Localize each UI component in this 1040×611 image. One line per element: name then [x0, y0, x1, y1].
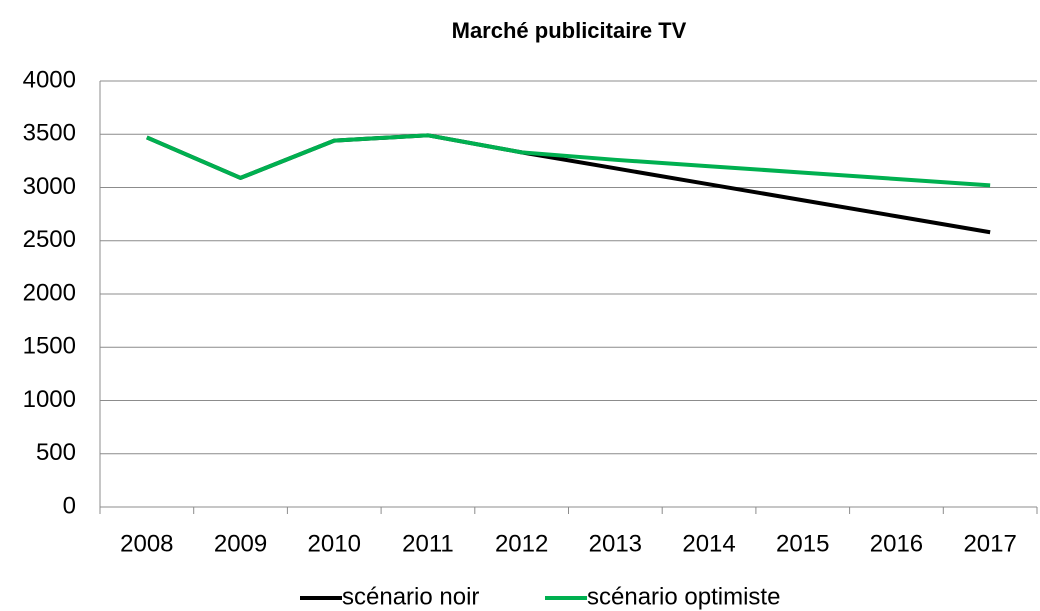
y-tick-label: 4000 — [23, 66, 76, 93]
x-tick-label: 2014 — [682, 530, 735, 557]
y-tick-label: 0 — [63, 492, 76, 519]
y-tick-label: 500 — [36, 439, 76, 466]
x-tick-label: 2017 — [963, 530, 1016, 557]
x-tick-label: 2008 — [120, 530, 173, 557]
series-line — [146, 133, 991, 235]
legend-label: scénario noir — [342, 583, 479, 610]
y-tick-label: 1500 — [23, 333, 76, 360]
chart-title: Marché publicitaire TV — [452, 18, 687, 43]
series-line — [146, 133, 991, 188]
legend-label: scénario optimiste — [587, 583, 780, 610]
x-tick-label: 2013 — [589, 530, 642, 557]
x-tick-label: 2010 — [308, 530, 361, 557]
y-tick-label: 2500 — [23, 226, 76, 253]
x-tick-label: 2016 — [870, 530, 923, 557]
x-tick-label: 2012 — [495, 530, 548, 557]
y-tick-label: 1000 — [23, 386, 76, 413]
x-tick-label: 2009 — [214, 530, 267, 557]
x-tick-label: 2011 — [402, 530, 454, 557]
y-tick-label: 2000 — [23, 279, 76, 306]
y-tick-label: 3500 — [23, 120, 76, 147]
y-tick-label: 3000 — [23, 173, 76, 200]
x-tick-label: 2015 — [776, 530, 829, 557]
